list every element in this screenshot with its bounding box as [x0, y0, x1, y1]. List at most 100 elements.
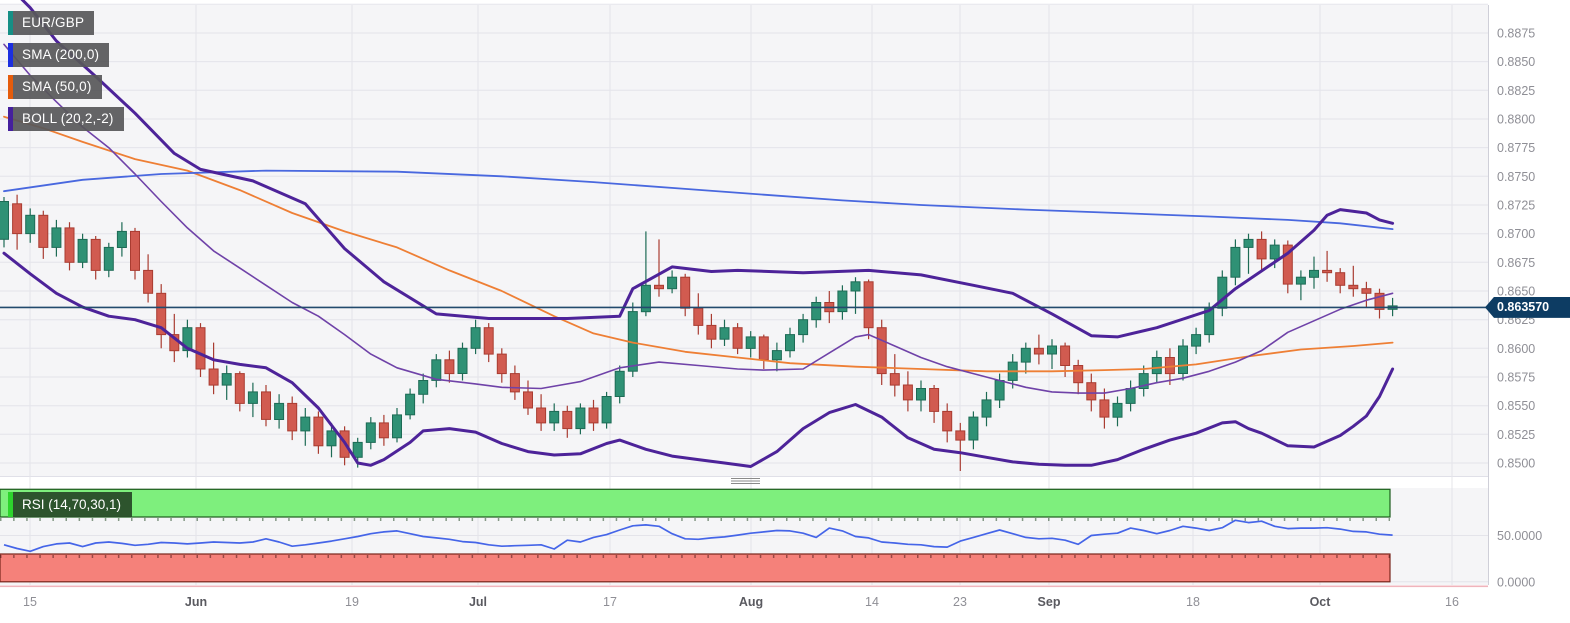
boll-lower-line: [2, 251, 1395, 468]
current-price-tag-bg: [1485, 296, 1570, 318]
candle-body: [1138, 373, 1149, 390]
time-axis-label: Aug: [739, 595, 763, 609]
time-axis-label: 18: [1186, 595, 1200, 609]
boll-mid-line: [3, 43, 1394, 394]
time-axis-label: 15: [23, 595, 37, 609]
candle-body: [968, 416, 979, 441]
candle-body: [25, 214, 36, 235]
candle-body: [0, 201, 9, 240]
candle-body: [523, 391, 533, 409]
candle-body: [863, 281, 874, 329]
legend-item-boll[interactable]: BOLL (20,2,-2): [8, 107, 124, 131]
price-axis-label: 0.8675: [1497, 256, 1535, 270]
price-axis-label: 0.8725: [1497, 198, 1535, 212]
candle-body: [785, 334, 795, 352]
candle-body: [1060, 345, 1071, 366]
legend-item-sma50[interactable]: SMA (50,0): [8, 75, 102, 99]
current-price-value: 0.863570: [1497, 299, 1550, 314]
candle-body: [640, 284, 651, 313]
price-axis-label: 0.8525: [1497, 428, 1535, 442]
rsi-axis-label: 50.0000: [1497, 529, 1542, 543]
candle-body: [365, 422, 376, 443]
candle-body: [1361, 288, 1372, 294]
rsi-oversold-band: [0, 553, 1391, 583]
candle-body: [1178, 345, 1188, 374]
candle-body: [601, 396, 612, 424]
rsi-axis-label: 0.0000: [1497, 575, 1535, 589]
candle-body: [64, 227, 75, 263]
candle-body: [326, 430, 337, 447]
legend-item-rsi[interactable]: RSI (14,70,30,1): [8, 492, 133, 517]
rsi-label: RSI (14,70,30,1): [13, 492, 133, 517]
panel-bottom-border: [0, 585, 1488, 588]
candle-body: [1086, 382, 1097, 401]
candle-body: [719, 327, 730, 340]
legend-item-symbol[interactable]: EUR/GBP: [8, 11, 95, 35]
candle-body: [902, 384, 913, 401]
candle-body: [1230, 246, 1241, 278]
candle-body: [758, 336, 769, 361]
price-axis-label: 0.8775: [1497, 141, 1535, 155]
price-axis-label: 0.8875: [1497, 26, 1535, 40]
candle-body: [771, 350, 782, 361]
panel-resize-handle[interactable]: [731, 478, 760, 486]
candle-body: [1204, 307, 1215, 336]
time-axis-label: Jun: [185, 595, 207, 609]
price-axis-label: 0.8575: [1497, 371, 1535, 385]
candle-body: [1335, 272, 1346, 286]
candle-body: [261, 391, 271, 420]
candle-body: [1099, 399, 1110, 418]
sma200-label: SMA (200,0): [13, 43, 110, 67]
candle-body: [1269, 244, 1280, 260]
candle-body: [536, 407, 547, 424]
candle-body: [1125, 388, 1136, 404]
candle-body: [575, 407, 586, 430]
candle-body: [287, 402, 298, 432]
candle-body: [1295, 276, 1306, 285]
candle-body: [77, 238, 88, 263]
candle-body: [90, 238, 101, 271]
boll-accent-bar: [8, 107, 13, 131]
candle-body: [732, 327, 743, 349]
candle-body: [1282, 244, 1293, 285]
candle-body: [483, 327, 494, 355]
price-axis-label: 0.8800: [1497, 112, 1535, 126]
time-axis-label: 16: [1445, 595, 1459, 609]
candle-body: [1322, 269, 1333, 274]
candle-body: [1112, 402, 1123, 418]
boll-upper-line: [20, 0, 1395, 339]
time-axis-label: 17: [603, 595, 617, 609]
indicator-legend: EUR/GBP SMA (200,0) SMA (50,0) BOLL (20,…: [8, 11, 124, 139]
candle-body: [378, 422, 389, 439]
current-price-tag: 0.863570: [1485, 296, 1570, 318]
candle-body: [693, 307, 704, 326]
candle-body: [509, 373, 520, 393]
candle-body: [38, 214, 49, 248]
time-axis-label: 19: [345, 595, 359, 609]
candle-body: [1348, 284, 1359, 290]
price-axis-label: 0.8650: [1497, 285, 1535, 299]
candle-body: [562, 410, 573, 430]
candle-body: [130, 230, 140, 271]
candle-body: [654, 284, 664, 290]
rsi-accent-bar: [8, 492, 13, 517]
time-axis-label: Jul: [469, 595, 487, 609]
rsi-line: [3, 519, 1393, 553]
candle-body: [798, 319, 809, 336]
price-axis-label: 0.8500: [1497, 457, 1535, 471]
candle-body: [470, 327, 481, 349]
candle-body: [496, 353, 507, 375]
boll-label: BOLL (20,2,-2): [13, 107, 124, 131]
sma200-accent-bar: [8, 43, 13, 67]
candle-body: [1047, 345, 1057, 355]
legend-item-sma200[interactable]: SMA (200,0): [8, 43, 110, 67]
candle-body: [1191, 334, 1202, 347]
candle-body: [955, 430, 966, 441]
candle-body: [667, 276, 678, 290]
candle-body: [116, 230, 127, 248]
candle-body: [614, 370, 625, 397]
sma50-line: [3, 115, 1394, 373]
candle-body: [352, 441, 363, 458]
